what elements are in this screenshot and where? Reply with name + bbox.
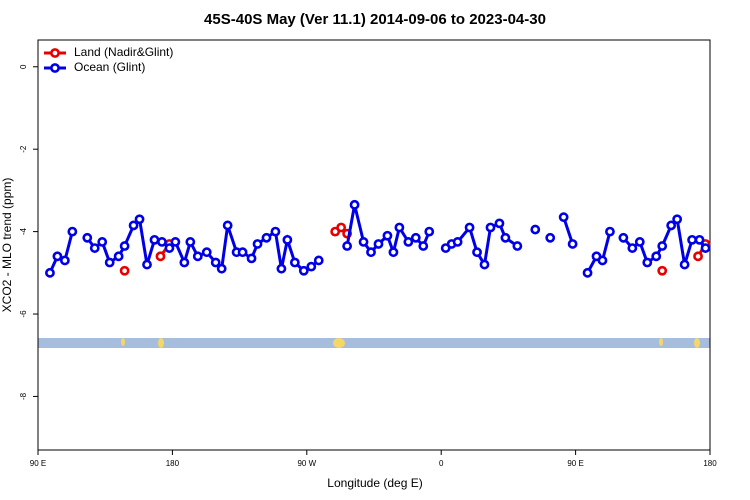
data-point — [289, 257, 300, 268]
data-point — [201, 247, 212, 258]
data-point — [700, 243, 711, 253]
data-point — [113, 251, 124, 262]
data-point — [349, 199, 360, 210]
data-point — [679, 259, 690, 270]
y-tick-label: 0 — [19, 64, 28, 69]
data-point — [157, 237, 167, 247]
data-point — [642, 257, 653, 268]
data-point — [657, 241, 668, 251]
data-point — [246, 253, 257, 264]
data-point — [342, 241, 353, 251]
x-tick-label: 180 — [166, 459, 180, 468]
data-point — [687, 234, 697, 245]
data-point — [97, 237, 108, 247]
data-point — [403, 237, 414, 247]
legend-marker — [50, 63, 60, 73]
data-point — [282, 234, 293, 245]
data-point — [313, 255, 324, 266]
y-tick-label: -6 — [19, 310, 28, 318]
data-point — [276, 263, 287, 274]
data-point — [336, 222, 347, 233]
data-point — [634, 237, 645, 247]
chart-title: 45S-40S May (Ver 11.1) 2014-09-06 to 202… — [204, 11, 546, 28]
x-axis-label: Longitude (deg E) — [327, 476, 422, 490]
data-point — [261, 232, 272, 243]
data-point — [179, 257, 190, 268]
data-point — [366, 247, 376, 258]
data-point — [67, 226, 78, 237]
data-point — [216, 263, 227, 274]
data-point — [119, 241, 130, 251]
data-point — [388, 247, 399, 258]
data-point — [627, 243, 638, 253]
data-point — [651, 251, 662, 262]
data-point — [128, 220, 139, 231]
legend-label: Land (Nadir&Glint) — [74, 45, 173, 59]
data-point — [373, 239, 384, 249]
data-point — [424, 226, 435, 237]
y-axis-label: XCO2 - MLO trend (ppm) — [0, 178, 14, 313]
data-point — [694, 234, 705, 245]
data-point — [530, 224, 541, 235]
data-point — [657, 265, 668, 276]
data-point — [582, 267, 593, 278]
data-point — [210, 257, 221, 268]
data-point — [410, 232, 421, 243]
data-point — [155, 251, 166, 262]
x-tick-label: 180 — [703, 459, 717, 468]
data-point — [479, 259, 490, 270]
data-point — [472, 247, 482, 258]
data-point — [170, 237, 181, 247]
y-tick-label: -8 — [19, 392, 28, 400]
data-point — [142, 259, 152, 270]
data-point — [418, 241, 429, 251]
data-point — [666, 220, 677, 231]
data-point — [512, 241, 523, 251]
y-tick-label: -2 — [19, 145, 28, 153]
data-point — [545, 232, 556, 243]
data-point — [192, 251, 203, 262]
data-point — [394, 222, 405, 233]
data-point — [693, 251, 703, 262]
data-point — [464, 222, 475, 233]
data-point — [597, 255, 608, 266]
data-point — [222, 220, 233, 231]
data-point — [270, 226, 281, 237]
legend-marker — [50, 48, 60, 58]
data-point — [149, 234, 160, 245]
data-point — [494, 218, 505, 229]
data-point — [672, 214, 683, 225]
y-tick-label: -4 — [19, 228, 28, 236]
data-point — [605, 226, 615, 237]
data-point — [104, 257, 115, 268]
data-point — [567, 239, 578, 249]
data-point — [558, 212, 569, 223]
data-point — [306, 261, 317, 272]
land-ocean-strip — [38, 338, 710, 348]
data-point — [52, 251, 63, 262]
data-point — [134, 214, 145, 225]
data-point — [500, 232, 511, 243]
data-point — [382, 230, 393, 241]
data-point — [252, 239, 263, 249]
data-point — [119, 265, 130, 276]
data-point — [452, 237, 463, 247]
x-tick-label: 90 W — [297, 459, 316, 468]
data-point — [89, 243, 100, 253]
legend-label: Ocean (Glint) — [74, 60, 145, 74]
data-point — [298, 265, 309, 276]
data-point — [45, 267, 55, 278]
data-point — [485, 222, 496, 233]
data-point — [618, 232, 629, 243]
x-tick-label: 90 E — [30, 459, 46, 468]
data-point — [237, 247, 248, 258]
data-point — [59, 255, 70, 266]
data-point — [185, 237, 196, 247]
x-tick-label: 0 — [439, 459, 444, 468]
data-point — [82, 232, 93, 243]
data-point — [358, 237, 369, 247]
x-tick-label: 90 E — [567, 459, 583, 468]
data-point — [164, 243, 175, 253]
